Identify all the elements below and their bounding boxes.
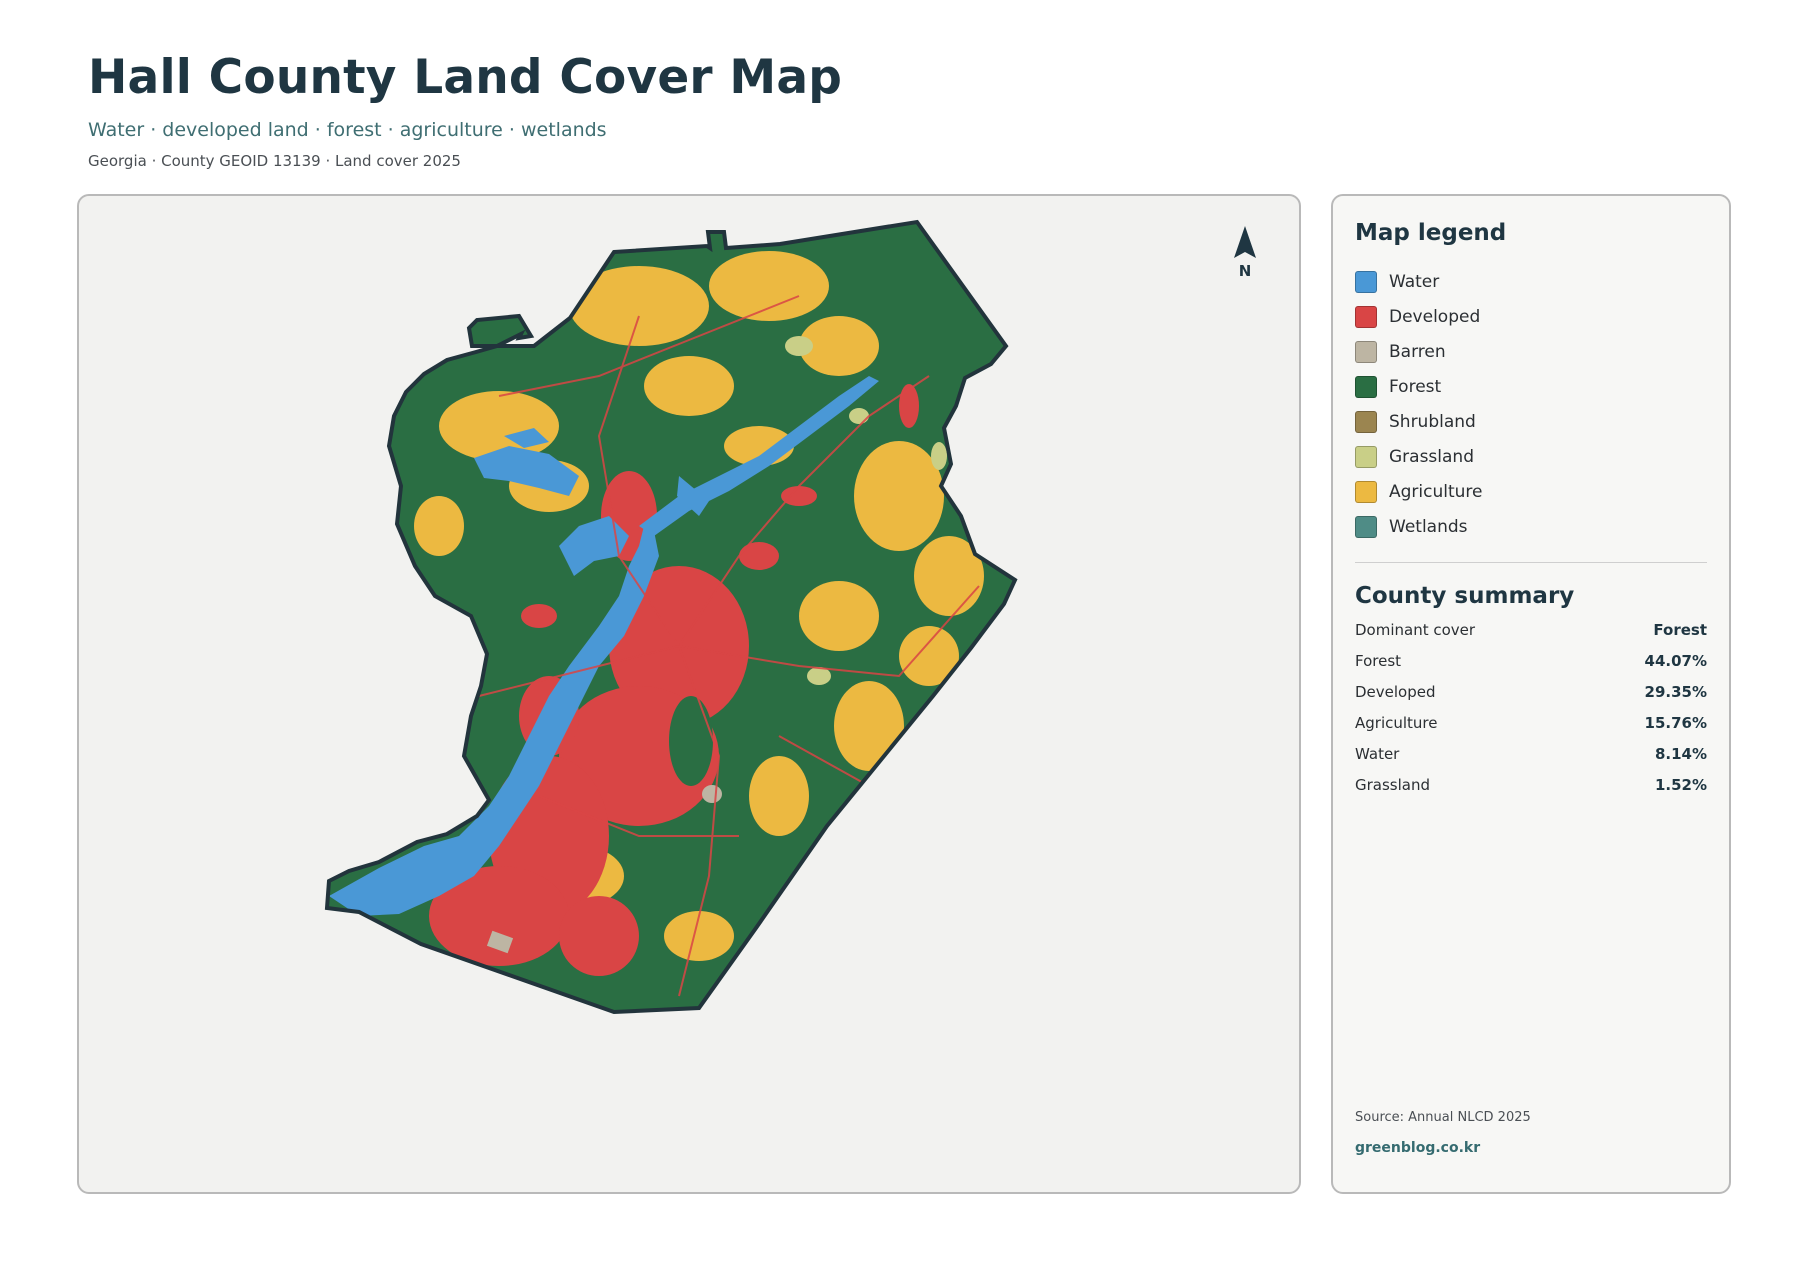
north-label: N [1238,262,1252,280]
summary-label: Agriculture [1355,714,1438,732]
summary-label: Forest [1355,652,1402,670]
page-title: Hall County Land Cover Map [88,50,843,105]
land-cover-raster [327,222,1015,1012]
summary-title: County summary [1355,583,1575,609]
barren-swatch [1355,340,1377,363]
grassland-swatch [1355,445,1377,468]
page-subtitle: Water · developed land · forest · agricu… [88,119,607,141]
county-map[interactable] [79,196,1299,1192]
wetlands-swatch [1355,515,1377,538]
legend-item: Grassland [1355,439,1483,474]
summary-label: Dominant cover [1355,621,1476,639]
summary-row: Developed 29.35% [1355,683,1707,714]
legend-item: Forest [1355,369,1483,404]
agriculture-swatch [1355,480,1377,503]
legend-item: Barren [1355,334,1483,369]
legend-label: Forest [1389,376,1442,397]
summary-row: Agriculture 15.76% [1355,714,1707,745]
shrubland-swatch [1355,410,1377,433]
side-panel: Map legend Water Developed Barren Forest… [1331,194,1731,1194]
legend-label: Developed [1389,306,1481,327]
legend-divider [1355,562,1707,563]
summary-value: 44.07% [1644,652,1707,670]
legend-label: Shrubland [1389,411,1476,432]
source-note: Source: Annual NLCD 2025 [1355,1110,1531,1125]
summary-row: Grassland 1.52% [1355,776,1707,807]
legend-label: Wetlands [1389,516,1468,537]
summary-value: Forest [1653,621,1707,639]
summary-row: Water 8.14% [1355,745,1707,776]
legend-title: Map legend [1355,220,1507,246]
summary-row: Dominant cover Forest [1355,621,1707,652]
summary-value: 8.14% [1654,745,1707,763]
summary-table: Dominant cover Forest Forest 44.07% Deve… [1355,621,1707,807]
legend-label: Water [1389,271,1440,292]
summary-label: Water [1355,745,1400,763]
legend-item: Agriculture [1355,474,1483,509]
legend-item: Shrubland [1355,404,1483,439]
legend-list: Water Developed Barren Forest Shrubland … [1355,264,1483,544]
summary-value: 29.35% [1644,683,1707,701]
developed-swatch [1355,305,1377,328]
legend-label: Grassland [1389,446,1474,467]
forest-swatch [1355,375,1377,398]
legend-item: Developed [1355,299,1483,334]
legend-label: Barren [1389,341,1446,362]
legend-label: Agriculture [1389,481,1483,502]
summary-value: 1.52% [1654,776,1707,794]
header: Hall County Land Cover Map Water · devel… [88,50,842,170]
legend-item: Water [1355,264,1483,299]
summary-value: 15.76% [1644,714,1707,732]
north-arrow-icon [1234,226,1256,258]
summary-label: Grassland [1355,776,1430,794]
page-meta: Georgia · County GEOID 13139 · Land cove… [88,152,461,170]
summary-row: Forest 44.07% [1355,652,1707,683]
site-link[interactable]: greenblog.co.kr [1355,1140,1481,1156]
summary-label: Developed [1355,683,1436,701]
water-swatch [1355,270,1377,293]
legend-item: Wetlands [1355,509,1483,544]
map-panel[interactable] [77,194,1301,1194]
